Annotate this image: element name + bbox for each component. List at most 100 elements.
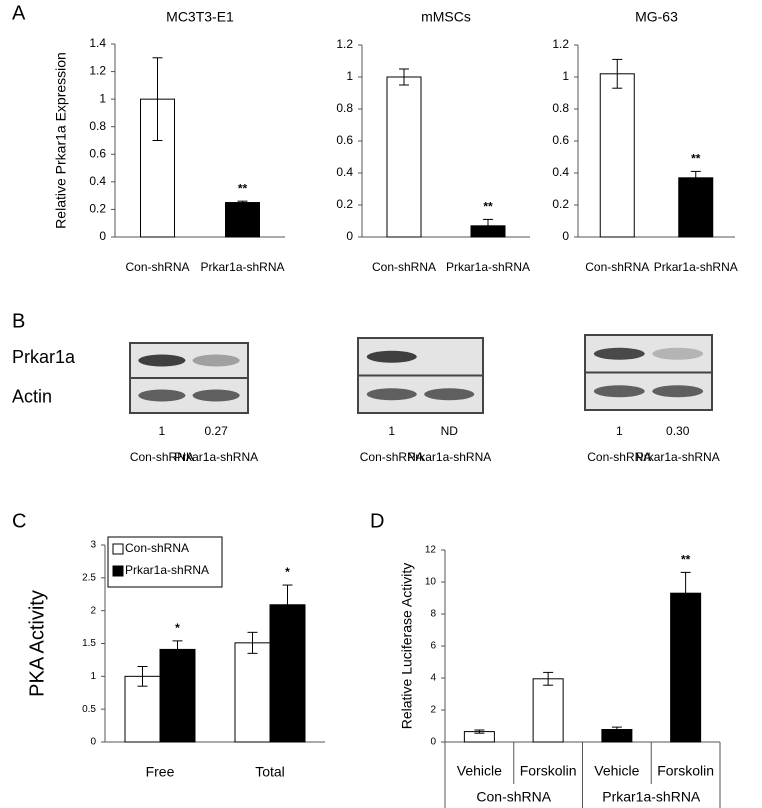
- y-tick-label: 0.4: [336, 165, 353, 179]
- legend-swatch: [112, 565, 124, 577]
- blot-band: [366, 350, 417, 363]
- legend-label: Prkar1a-shRNA: [125, 563, 209, 577]
- y-tick-label: 1: [90, 671, 96, 682]
- significance: **: [483, 200, 493, 214]
- y-tick-label: 0.8: [336, 101, 353, 115]
- panel-label: B: [12, 310, 25, 332]
- y-tick-label: 0.2: [552, 197, 569, 211]
- y-tick-label: 0.8: [552, 101, 569, 115]
- x-tick-label: Forskolin: [520, 763, 577, 779]
- y-tick-label: 0.5: [82, 704, 96, 715]
- y-tick-label: 0: [90, 737, 96, 748]
- blot-quantification: 0.30: [666, 424, 690, 438]
- panel-label: D: [370, 510, 384, 532]
- lane-label: Con-shRNA: [587, 450, 651, 464]
- bar: [225, 202, 260, 238]
- x-tick-label: Prkar1a-shRNA: [446, 260, 530, 274]
- y-tick-label: 1.2: [336, 37, 353, 51]
- y-axis-title: Relative Prkar1a Expression: [53, 52, 69, 229]
- y-tick-label: 0.6: [552, 133, 569, 147]
- blot-band: [652, 347, 704, 360]
- blot-band: [424, 388, 475, 401]
- panel-label: A: [12, 2, 26, 24]
- y-tick-label: 0.2: [89, 202, 106, 216]
- significance: **: [681, 553, 691, 567]
- y-axis-title: Relative Luciferase Activity: [399, 563, 415, 730]
- y-tick-label: 0: [430, 737, 436, 748]
- y-tick-label: 1.4: [89, 36, 106, 50]
- blot-band: [593, 385, 645, 398]
- y-tick-label: 0.4: [552, 165, 569, 179]
- lane-label: Prkar1a-shRNA: [174, 450, 258, 464]
- bar: [269, 604, 306, 743]
- blot-quantification: 1: [159, 424, 166, 438]
- significance: *: [175, 621, 180, 635]
- group-label: Con-shRNA: [476, 789, 551, 805]
- x-tick-label: Vehicle: [457, 763, 502, 779]
- y-tick-label: 0.8: [89, 119, 106, 133]
- legend-box: [107, 536, 223, 588]
- lane-label: Prkar1a-shRNA: [407, 450, 491, 464]
- x-tick-label: Free: [146, 764, 175, 780]
- y-tick-label: 3: [90, 540, 96, 551]
- y-tick-label: 0.6: [89, 146, 106, 160]
- y-tick-label: 0: [562, 229, 569, 243]
- group-label: Prkar1a-shRNA: [602, 789, 701, 805]
- y-tick-label: 1: [99, 91, 106, 105]
- lane-label: Con-shRNA: [130, 450, 194, 464]
- chart-title: MC3T3-E1: [166, 9, 234, 25]
- chart-title: mMSCs: [421, 9, 471, 25]
- bar: [678, 177, 714, 238]
- blot-band: [593, 347, 645, 360]
- x-tick-label: Con-shRNA: [372, 260, 436, 274]
- bar: [386, 76, 422, 238]
- x-tick-label: Total: [255, 764, 285, 780]
- y-tick-label: 1.2: [552, 37, 569, 51]
- y-tick-label: 1: [346, 69, 353, 83]
- x-tick-label: Prkar1a-shRNA: [200, 260, 284, 274]
- y-tick-label: 0: [346, 229, 353, 243]
- blot-band: [366, 388, 417, 401]
- legend-swatch: [112, 543, 124, 555]
- x-tick-label: Prkar1a-shRNA: [654, 260, 738, 274]
- blot-quantification: 0.27: [204, 424, 228, 438]
- lane-label: Prkar1a-shRNA: [636, 450, 720, 464]
- y-tick-label: 6: [430, 641, 436, 652]
- y-tick-label: 2: [430, 705, 436, 716]
- bar: [234, 642, 271, 743]
- x-tick-label: Con-shRNA: [585, 260, 649, 274]
- blot-band: [138, 389, 186, 402]
- y-tick-label: 1.2: [89, 64, 106, 78]
- blot-quantification: 1: [616, 424, 623, 438]
- y-tick-label: 1: [562, 69, 569, 83]
- significance: *: [285, 565, 290, 579]
- y-tick-label: 0.6: [336, 133, 353, 147]
- y-tick-label: 8: [430, 609, 436, 620]
- x-tick-label: Con-shRNA: [125, 260, 189, 274]
- blot-quantification: ND: [441, 424, 459, 438]
- y-tick-label: 0.2: [336, 197, 353, 211]
- y-tick-label: 10: [425, 577, 437, 588]
- blot-quantification: 1: [388, 424, 395, 438]
- bar: [159, 648, 196, 743]
- bar: [670, 592, 702, 743]
- y-tick-label: 0.4: [89, 174, 106, 188]
- x-tick-label: Forskolin: [657, 763, 714, 779]
- blot-band: [192, 354, 240, 367]
- y-axis-title: PKA Activity: [26, 590, 48, 697]
- bar: [532, 678, 564, 743]
- y-tick-label: 12: [425, 545, 437, 556]
- y-tick-label: 2: [90, 605, 96, 616]
- blot-band: [138, 354, 186, 367]
- y-tick-label: 1.5: [82, 638, 96, 649]
- bar: [599, 73, 635, 238]
- legend-label: Con-shRNA: [125, 541, 189, 555]
- significance: **: [691, 152, 701, 166]
- panel-label: C: [12, 510, 26, 532]
- significance: **: [238, 181, 248, 195]
- x-tick-label: Vehicle: [594, 763, 639, 779]
- blot-band: [192, 389, 240, 402]
- blot-row-label: Actin: [12, 386, 52, 406]
- chart-title: MG-63: [635, 9, 678, 25]
